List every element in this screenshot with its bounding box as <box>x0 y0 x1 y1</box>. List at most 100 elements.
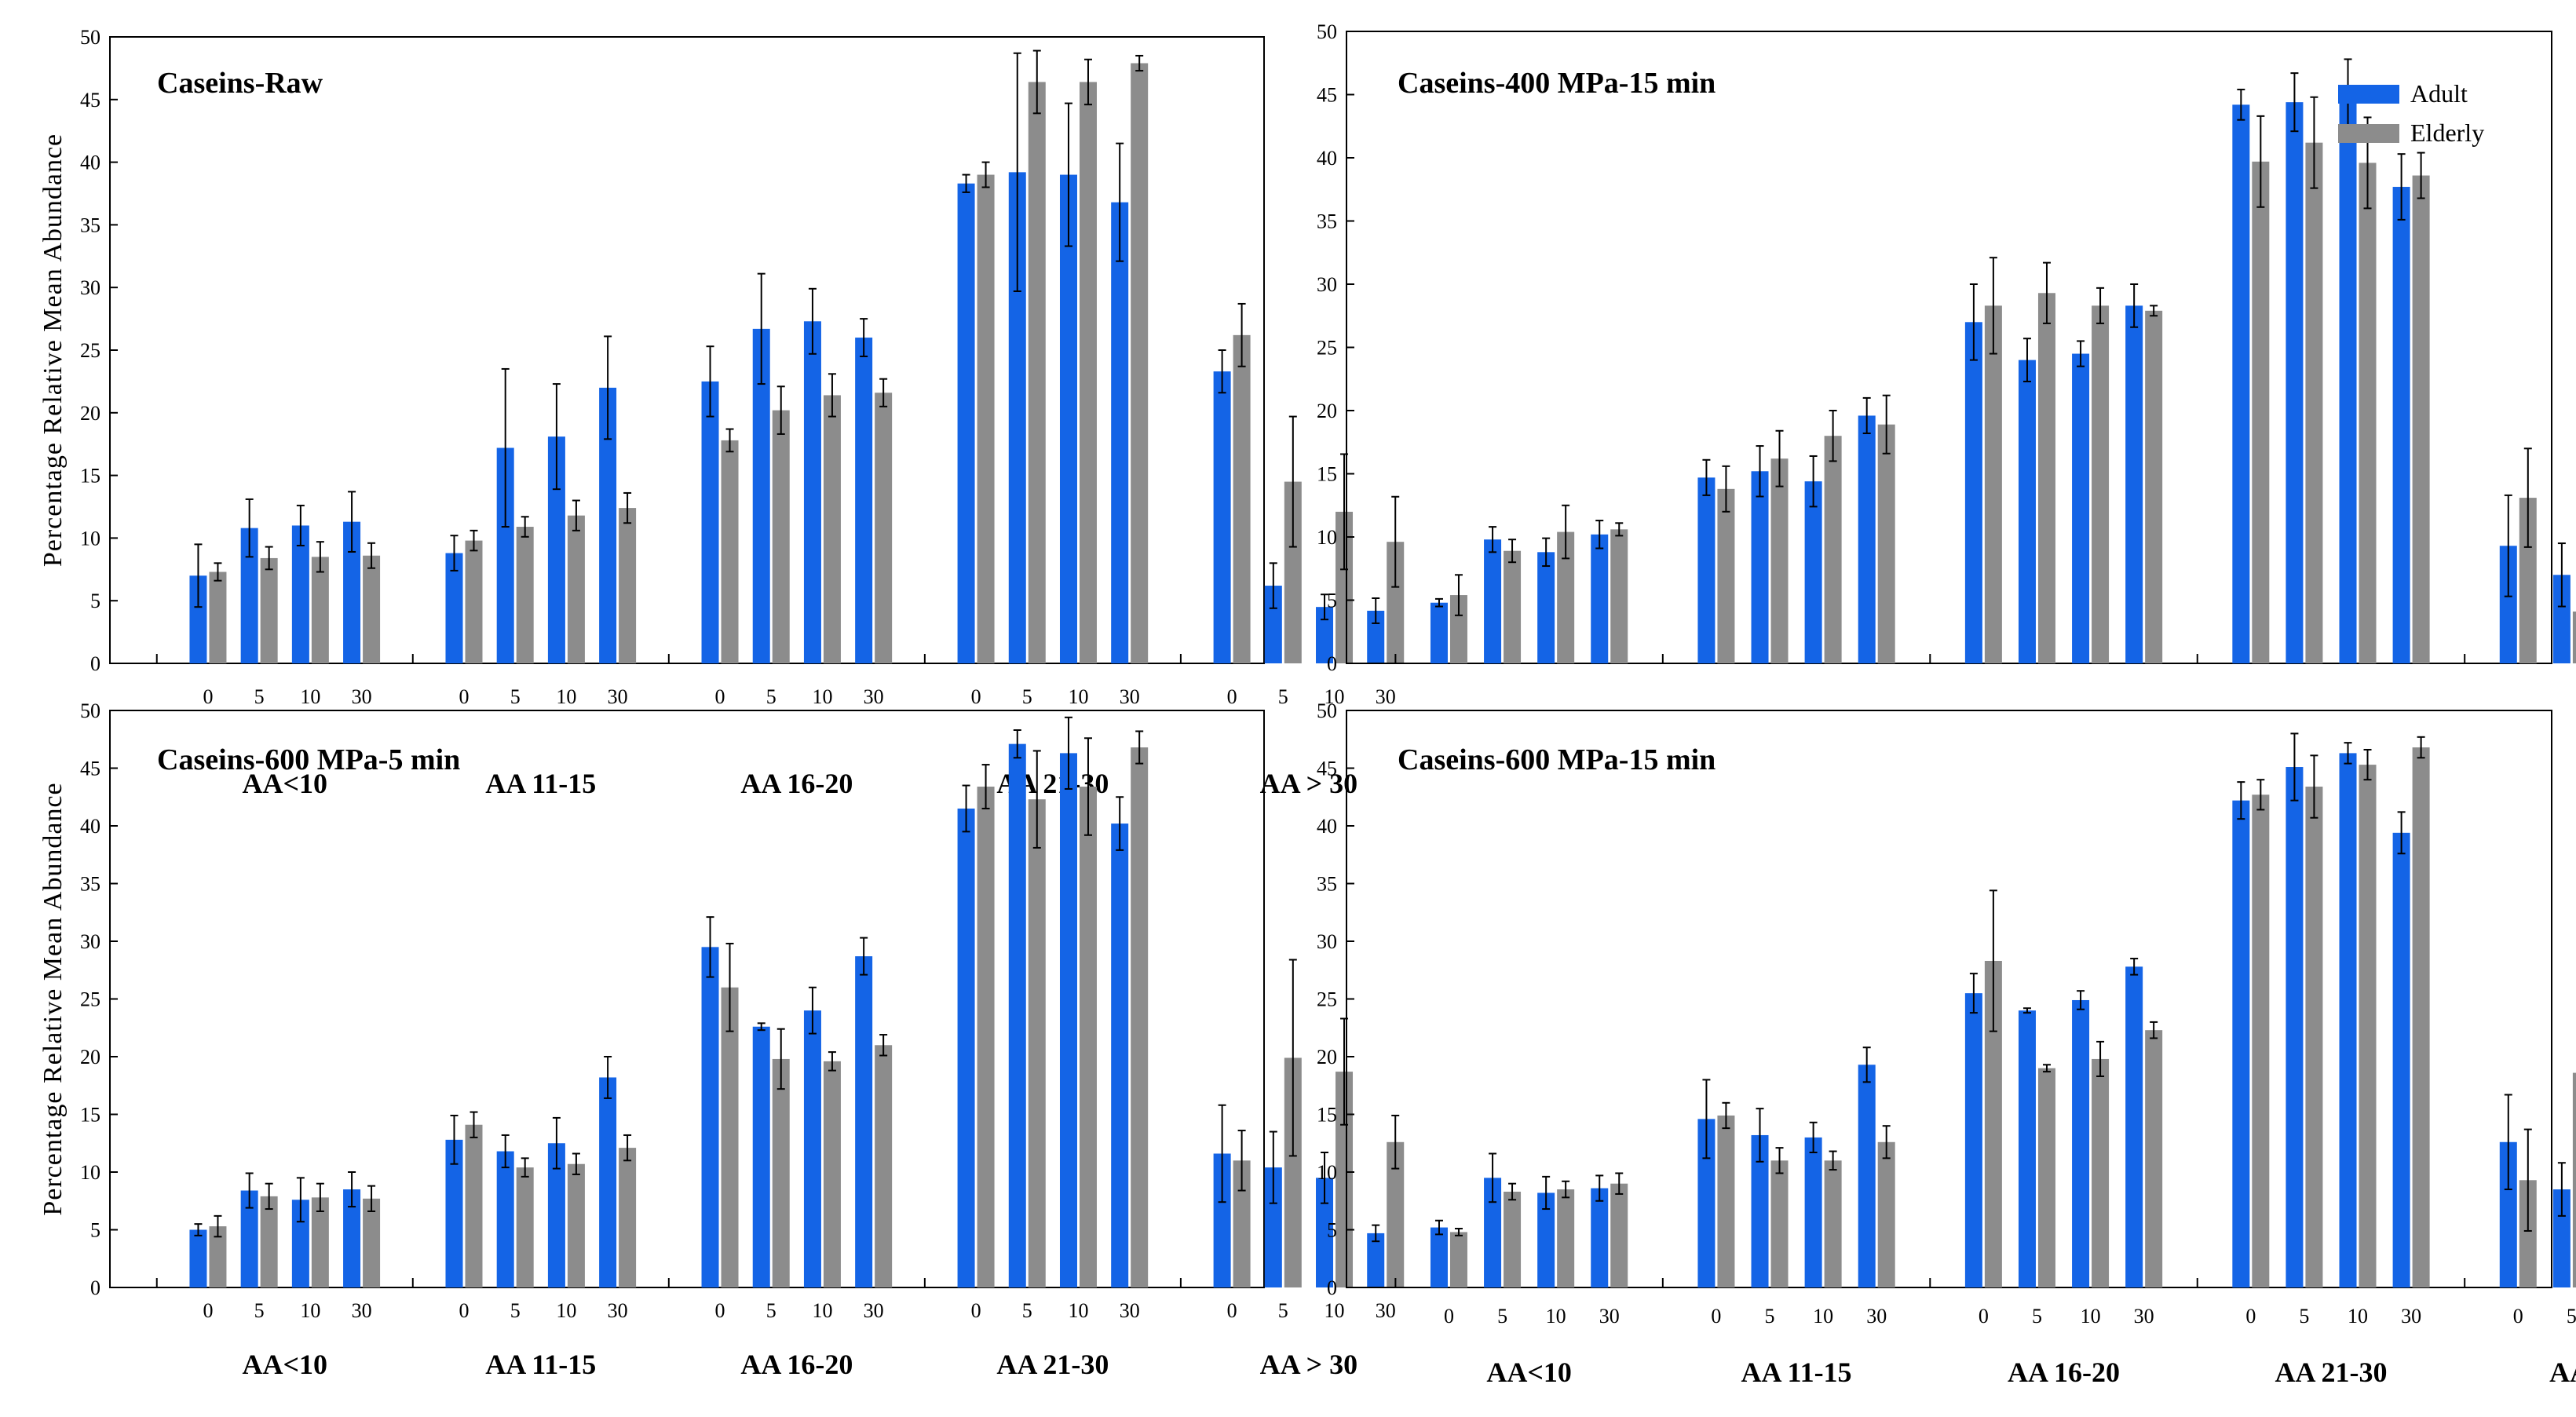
x-tick-label: 0 <box>1711 1305 1721 1328</box>
error-bar <box>501 367 510 528</box>
error-bar <box>2290 72 2299 133</box>
legend-swatch-elderly <box>2338 124 2399 143</box>
x-tick-label: 0 <box>203 685 213 708</box>
error-bar <box>2237 781 2245 820</box>
bar-elderly <box>465 540 483 663</box>
error-bar <box>1454 1228 1463 1236</box>
x-tick-label: 5 <box>1278 1299 1288 1322</box>
group-label: AA<10 <box>243 768 328 799</box>
bar-elderly <box>1504 550 1522 663</box>
error-bar <box>1064 716 1072 790</box>
bar-elderly <box>1717 1115 1735 1287</box>
error-bar <box>1391 1114 1400 1170</box>
y-tick-label: 15 <box>1317 1104 1337 1127</box>
bar-elderly <box>1131 747 1149 1287</box>
error-bar <box>245 1172 254 1209</box>
x-tick-label: 0 <box>203 1299 213 1322</box>
error-bar <box>1372 597 1380 624</box>
bar-adult <box>1751 471 1769 663</box>
x-tick-label: 30 <box>608 1299 628 1322</box>
error-bar <box>879 1034 888 1057</box>
bar-elderly <box>260 1196 278 1287</box>
y-tick-label: 40 <box>1317 815 1337 838</box>
error-bar <box>348 491 356 553</box>
bar-adult <box>1316 607 1334 663</box>
error-bar <box>194 1223 203 1236</box>
x-tick-label: 5 <box>766 685 776 708</box>
bar-elderly <box>721 440 739 663</box>
y-tick-label: 20 <box>1317 1046 1337 1068</box>
error-bar <box>1508 539 1517 564</box>
bar-adult <box>701 381 719 663</box>
error-bar <box>604 335 612 440</box>
bar-elderly <box>1284 1057 1302 1287</box>
error-bar <box>1288 415 1297 548</box>
error-bar <box>450 1114 459 1165</box>
bar-elderly <box>260 557 278 663</box>
bar-elderly <box>2519 1180 2537 1287</box>
error-bar <box>1032 750 1041 849</box>
error-bar <box>1135 730 1144 765</box>
bar-elderly <box>209 572 227 663</box>
bar-elderly <box>363 1198 381 1287</box>
bar-adult <box>1059 753 1077 1287</box>
group-label: AA 16-20 <box>2008 1357 2120 1388</box>
legend-swatch-adult <box>2338 85 2399 104</box>
bar-elderly <box>1770 458 1789 663</box>
bar-elderly <box>1504 1191 1522 1287</box>
error-bar <box>1829 410 1837 462</box>
x-tick-label: 0 <box>2513 1305 2523 1328</box>
error-bar <box>1032 49 1041 115</box>
error-bar <box>1969 283 1978 361</box>
bar-elderly <box>2412 747 2430 1287</box>
error-bar <box>1218 1104 1226 1203</box>
error-bar <box>2022 1007 2031 1014</box>
bar-elderly <box>2359 765 2377 1287</box>
error-bar <box>1321 593 1329 621</box>
bar-adult <box>1697 477 1716 663</box>
panel-title: Caseins-600 MPa-5 min <box>157 743 460 776</box>
y-tick-label: 15 <box>1317 463 1337 486</box>
x-tick-label: 10 <box>812 685 832 708</box>
error-bar <box>1116 796 1124 851</box>
error-bar <box>1862 1046 1871 1083</box>
bar-adult <box>189 575 207 663</box>
bar-adult <box>445 553 463 663</box>
legend-label-elderly: Elderly <box>2410 119 2484 147</box>
error-bar <box>828 1051 836 1072</box>
x-tick-label: 10 <box>2348 1305 2368 1328</box>
error-bar <box>725 942 734 1032</box>
bar-elderly <box>1233 334 1251 663</box>
error-bar <box>1321 1152 1329 1204</box>
x-tick-label: 5 <box>1278 685 1288 708</box>
bar-elderly <box>875 393 893 663</box>
error-bar <box>2077 340 2085 367</box>
bar-adult <box>957 808 975 1287</box>
bar-elderly <box>567 1163 585 1287</box>
bar-elderly <box>1284 481 1302 663</box>
bar-adult <box>1484 539 1502 663</box>
bar-elderly <box>2252 161 2270 663</box>
error-bar <box>1702 1079 1711 1160</box>
x-tick-label: 10 <box>556 1299 576 1322</box>
y-tick-label: 25 <box>80 339 100 362</box>
y-tick-label: 40 <box>80 815 100 838</box>
group-label: AA 21-30 <box>2275 1357 2387 1388</box>
bar-adult <box>1858 1065 1876 1287</box>
bar-elderly <box>2092 305 2110 663</box>
error-bar <box>552 1116 561 1170</box>
bar-adult <box>496 447 514 663</box>
error-bar <box>962 784 970 833</box>
group-label: AA 11-15 <box>1741 1357 1852 1388</box>
bar-adult <box>803 321 821 663</box>
error-bar <box>828 373 836 418</box>
y-tick-label: 35 <box>1317 210 1337 233</box>
x-tick-label: 5 <box>1765 1305 1775 1328</box>
y-tick-label: 20 <box>1317 400 1337 422</box>
bar-adult <box>599 1077 617 1287</box>
x-tick-label: 0 <box>2245 1305 2256 1328</box>
